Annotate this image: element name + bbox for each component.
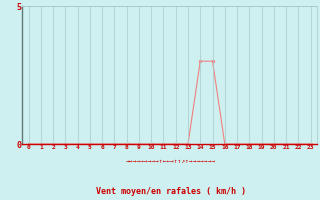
Text: Vent moyen/en rafales ( km/h ): Vent moyen/en rafales ( km/h ) [96, 188, 246, 196]
Text: →→→→→→→→→↑←←→↑↑↗↑→→→→→→→: →→→→→→→→→↑←←→↑↑↗↑→→→→→→→ [126, 158, 216, 164]
